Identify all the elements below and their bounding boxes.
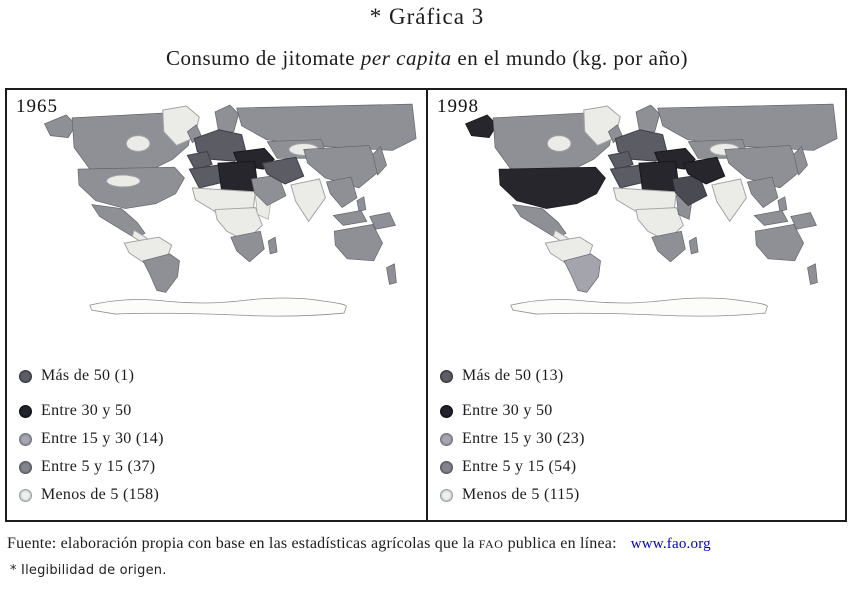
region-philippines: [777, 196, 788, 212]
legend-swatch-entre-30-y-50: [440, 404, 453, 418]
region-india: [290, 178, 326, 223]
world-map-illustration: [44, 103, 417, 317]
subtitle-text-italic: per capita: [360, 46, 452, 70]
legend-label: Entre 5 y 15 (37): [41, 458, 156, 475]
region-southern-africa: [651, 230, 686, 263]
figure-box: 1965 Más de 50 (1) Entre 30 y 50 Entre 1…: [5, 88, 847, 522]
region-hudson-light-patch: [125, 135, 151, 152]
legend-item: Menos de 5 (115): [440, 485, 585, 505]
region-new-guinea: [790, 212, 817, 230]
region-indonesia: [753, 210, 789, 226]
legend-item: Entre 15 y 30 (23): [440, 429, 585, 449]
legend-swatch-mas-de-50: [440, 369, 453, 383]
region-hudson-light-patch: [546, 135, 572, 152]
panel-1965: 1965 Más de 50 (1) Entre 30 y 50 Entre 1…: [7, 90, 426, 520]
origin-footnote: * Ilegibilidad de origen.: [10, 563, 167, 578]
region-usa: [77, 166, 185, 209]
world-map-illustration: [465, 103, 838, 317]
source-text-post: publica en línea:: [503, 535, 617, 552]
region-indonesia: [332, 210, 368, 226]
region-antarctica: [89, 297, 347, 317]
legend-label: Entre 15 y 30 (23): [462, 430, 585, 447]
figure-subtitle: Consumo de jitomate per capita en el mun…: [0, 46, 854, 71]
legend-swatch-menos-de-5: [440, 488, 453, 502]
region-new-zealand: [807, 263, 818, 285]
legend-item: Entre 15 y 30 (14): [19, 429, 164, 449]
legend-swatch-entre-15-y-30: [440, 432, 453, 446]
region-japan: [793, 145, 808, 176]
region-australia: [754, 223, 804, 262]
legend-item: Entre 5 y 15 (54): [440, 457, 585, 477]
region-russia: [657, 103, 838, 151]
legend-label: Entre 15 y 30 (14): [41, 430, 164, 447]
legend-swatch-entre-30-y-50: [19, 404, 32, 418]
subtitle-text-post: en el mundo (kg. por año): [451, 46, 688, 70]
subtitle-text-pre: Consumo de jitomate: [165, 46, 361, 70]
legend-label: Entre 30 y 50: [41, 402, 132, 419]
legend-swatch-mas-de-50: [19, 369, 32, 383]
fao-link[interactable]: www.fao.org: [630, 536, 711, 552]
legend-item: Menos de 5 (158): [19, 485, 164, 505]
region-libya-egypt: [638, 160, 680, 194]
region-philippines: [356, 196, 367, 212]
legend-swatch-entre-5-y-15: [440, 460, 453, 474]
region-southern-africa: [230, 230, 265, 263]
figure-title: * Gráfica 3: [369, 4, 485, 29]
region-japan: [372, 145, 387, 176]
region-usa-light-patch: [106, 174, 141, 188]
region-madagascar: [267, 236, 278, 255]
region-antarctica: [510, 297, 768, 317]
region-alaska: [465, 114, 498, 138]
region-australia: [333, 223, 383, 262]
legend-label: Más de 50 (13): [462, 367, 564, 384]
map-1998: [430, 94, 844, 334]
region-china: [303, 145, 382, 189]
region-southeast-asia: [746, 176, 779, 209]
legend-label: Entre 5 y 15 (54): [462, 458, 577, 475]
region-southeast-asia: [325, 176, 358, 209]
legend-swatch-entre-15-y-30: [19, 432, 32, 446]
region-new-guinea: [369, 212, 396, 230]
legend-item: Entre 5 y 15 (37): [19, 457, 164, 477]
region-alaska: [44, 114, 77, 138]
region-madagascar: [688, 236, 699, 255]
region-middle-east: [261, 156, 305, 185]
region-middle-east: [682, 156, 726, 185]
legend-item: Entre 30 y 50: [440, 401, 585, 421]
legend-swatch-entre-5-y-15: [19, 460, 32, 474]
panel-1998: 1998 Más de 50 (13) Entre 30 y 50 Entre …: [426, 90, 845, 520]
legend-label: Entre 30 y 50: [462, 402, 553, 419]
region-china: [724, 145, 803, 189]
year-label-1965: 1965: [16, 96, 58, 117]
world-map-regions: [44, 103, 417, 317]
source-line: Fuente: elaboración propia con base en l…: [7, 535, 711, 553]
region-south-america-main: [142, 253, 180, 293]
legend-1965: Más de 50 (1) Entre 30 y 50 Entre 15 y 3…: [19, 366, 164, 513]
region-south-america-main: [563, 253, 601, 293]
region-iberia: [607, 150, 634, 171]
region-iberia: [186, 150, 213, 171]
legend-item: Entre 30 y 50: [19, 401, 164, 421]
source-text-fao: FAO: [478, 537, 504, 551]
legend-1998: Más de 50 (13) Entre 30 y 50 Entre 15 y …: [440, 366, 585, 513]
legend-item: Más de 50 (1): [19, 366, 164, 386]
source-text-pre: Fuente: elaboración propia con base en l…: [7, 535, 479, 552]
legend-label: Menos de 5 (158): [41, 486, 160, 503]
region-new-zealand: [386, 263, 397, 285]
legend-label: Menos de 5 (115): [462, 486, 580, 503]
region-india: [711, 178, 747, 223]
world-map-regions: [465, 103, 838, 317]
legend-swatch-menos-de-5: [19, 488, 32, 502]
region-russia: [236, 103, 417, 151]
region-libya-egypt: [217, 160, 259, 194]
map-1965: [9, 94, 423, 334]
legend-label: Más de 50 (1): [41, 367, 135, 384]
year-label-1998: 1998: [437, 96, 479, 117]
region-usa: [498, 166, 606, 209]
legend-item: Más de 50 (13): [440, 366, 585, 386]
